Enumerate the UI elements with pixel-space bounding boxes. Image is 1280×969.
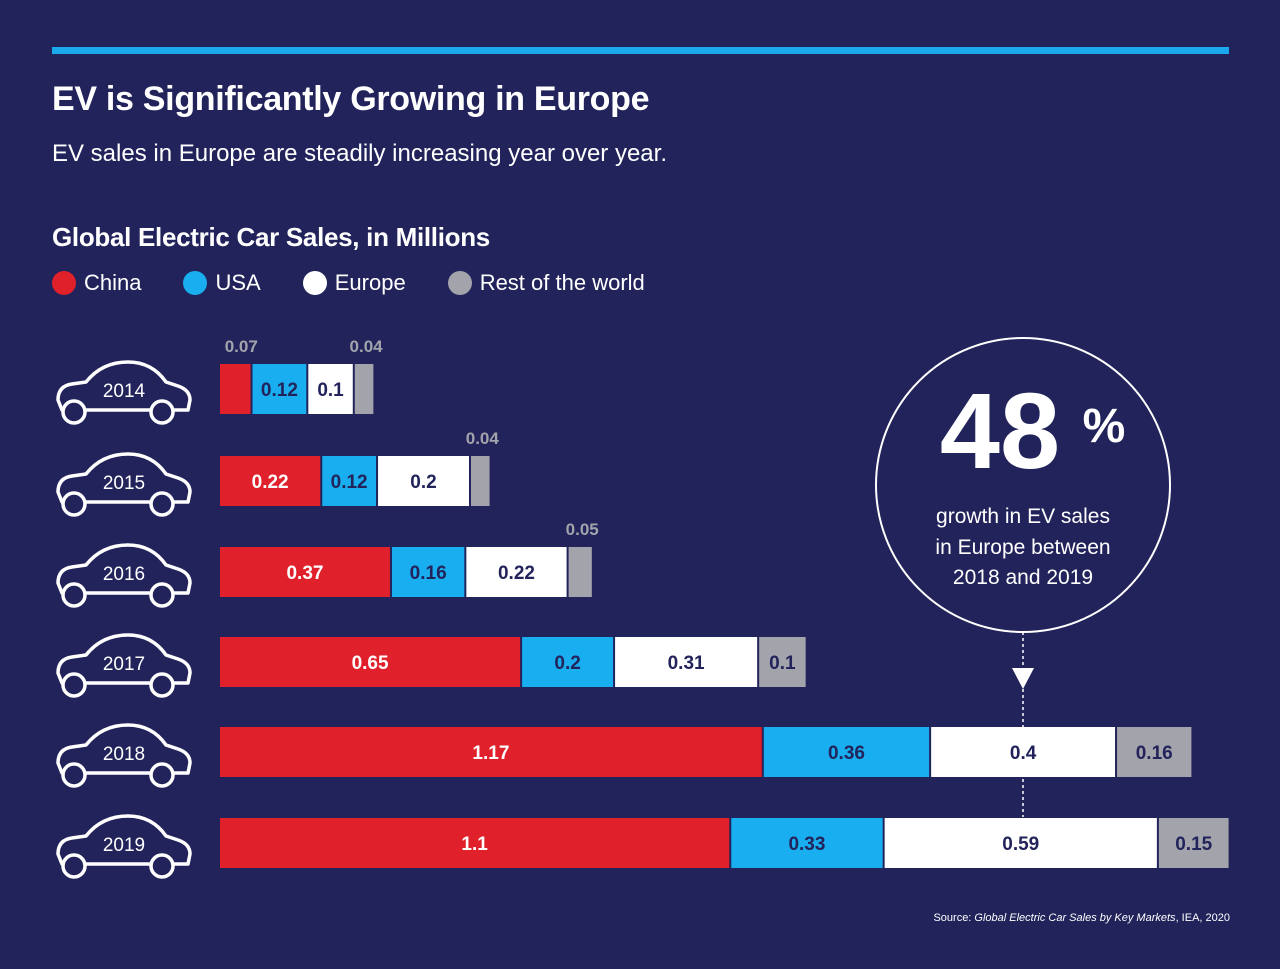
bar-row-2014: 2014 0.07 0.12 0.1 0.04 [56, 337, 384, 425]
data-label-usa-2015: 0.12 [331, 472, 368, 493]
chart-title: Global Electric Car Sales, in Millions [52, 222, 490, 252]
year-label: 2017 [103, 654, 145, 675]
data-label-europe-2016: 0.22 [498, 563, 535, 584]
bar-segment-china-2017 [220, 637, 521, 687]
bar-segment-europe-2016 [466, 547, 567, 597]
bar-segment-europe-2014 [308, 364, 353, 414]
bar-segment-rest-2018 [1117, 727, 1192, 777]
data-label-usa-2018: 0.36 [828, 743, 865, 764]
car-icon: 2015 [56, 452, 192, 517]
data-label-europe-2019: 0.59 [1002, 834, 1039, 855]
data-label-rest-2014: 0.04 [350, 337, 384, 356]
bar-segment-usa-2014 [252, 364, 307, 414]
bar-segment-rest-2016 [568, 547, 592, 597]
car-icon: 2017 [56, 633, 192, 698]
bar-segment-usa-2018 [763, 727, 930, 777]
bar-segment-china-2016 [220, 547, 390, 597]
data-label-usa-2019: 0.33 [788, 834, 825, 855]
bar-segment-usa-2019 [731, 818, 883, 868]
bar-row-2015: 2015 0.22 0.12 0.2 0.04 [56, 429, 500, 517]
legend-label-usa: USA [215, 270, 261, 295]
car-icon: 2016 [56, 543, 192, 608]
data-label-china-2014: 0.07 [225, 337, 258, 356]
data-label-china-2018: 1.17 [472, 743, 509, 764]
legend-label-china: China [84, 270, 142, 295]
bar-segment-europe-2015 [378, 456, 469, 506]
year-label: 2014 [103, 381, 146, 402]
data-label-usa-2016: 0.16 [410, 563, 447, 584]
bar-segment-china-2019 [220, 818, 730, 868]
data-label-europe-2018: 0.4 [1010, 743, 1037, 764]
bar-segment-rest-2019 [1158, 818, 1229, 868]
year-label: 2016 [103, 564, 145, 585]
page-title: EV is Significantly Growing in Europe [52, 80, 650, 118]
chart-legend: China USA Europe Rest of the world [52, 270, 687, 296]
source-title: Global Electric Car Sales by Key Markets [974, 912, 1176, 924]
data-label-china-2017: 0.65 [352, 653, 389, 674]
data-label-china-2016: 0.37 [286, 563, 323, 584]
year-label: 2019 [103, 835, 145, 856]
car-icon: 2019 [56, 814, 192, 879]
data-label-rest-2015: 0.04 [466, 429, 500, 448]
legend-swatch-europe [302, 271, 327, 295]
data-label-europe-2017: 0.31 [668, 653, 705, 674]
data-label-rest-2019: 0.15 [1175, 834, 1212, 855]
year-label: 2018 [103, 744, 145, 765]
bar-segment-europe-2019 [884, 818, 1157, 868]
callout-number: 48 [940, 370, 1060, 491]
legend-label-rest: Rest of the world [479, 270, 645, 295]
data-label-europe-2014: 0.1 [317, 380, 344, 401]
top-accent-rule [52, 47, 1229, 54]
bar-segment-usa-2015 [322, 456, 377, 506]
data-label-europe-2015: 0.2 [410, 472, 436, 493]
page-subtitle: EV sales in Europe are steadily increasi… [52, 140, 667, 167]
legend-item-china: China [52, 270, 141, 296]
bar-row-2016: 2016 0.37 0.16 0.22 0.05 [56, 520, 599, 608]
legend-item-rest: Rest of the world [447, 270, 645, 296]
bar-row-2017: 2017 0.65 0.2 0.31 0.1 [56, 633, 806, 698]
bar-segment-china-2015 [220, 456, 321, 506]
bar-segment-china-2014 [220, 364, 251, 414]
source-note: Source: Global Electric Car Sales by Key… [933, 912, 1230, 924]
car-icon: 2014 [56, 360, 192, 425]
callout-line-2: in Europe between [935, 536, 1110, 559]
bar-segment-usa-2017 [522, 637, 614, 687]
data-label-china-2015: 0.22 [252, 472, 289, 493]
data-label-rest-2017: 0.1 [769, 653, 796, 674]
callout-percent-sign: % [1083, 400, 1126, 453]
year-label: 2015 [103, 473, 145, 494]
legend-item-europe: Europe [302, 270, 406, 296]
bar-segment-rest-2014 [354, 364, 374, 414]
source-prefix: Source: [933, 912, 975, 924]
bar-segment-rest-2017 [759, 637, 806, 687]
legend-swatch-usa [183, 271, 208, 295]
legend-swatch-china [52, 271, 76, 295]
bar-segment-usa-2016 [391, 547, 465, 597]
bar-segment-china-2018 [220, 727, 762, 777]
bar-row-2018: 2018 1.17 0.36 0.4 0.16 [56, 723, 1192, 788]
growth-callout: 48 % growth in EV sales in Europe betwee… [875, 337, 1171, 817]
callout-line-3: 2018 and 2019 [953, 566, 1093, 589]
legend-label-europe: Europe [334, 270, 406, 295]
data-label-china-2019: 1.1 [461, 834, 488, 855]
data-label-rest-2018: 0.16 [1136, 743, 1173, 764]
callout-line-1: growth in EV sales [936, 505, 1110, 528]
data-label-usa-2017: 0.2 [554, 653, 580, 674]
bar-segment-europe-2017 [615, 637, 758, 687]
bar-row-2019: 2019 1.1 0.33 0.59 0.15 [56, 814, 1229, 879]
legend-swatch-rest [447, 271, 472, 295]
car-icon: 2018 [56, 723, 192, 788]
data-label-usa-2014: 0.12 [261, 380, 298, 401]
bar-segment-europe-2018 [931, 727, 1116, 777]
bar-segment-rest-2015 [470, 456, 490, 506]
source-suffix: , IEA, 2020 [1175, 912, 1230, 924]
data-label-rest-2016: 0.05 [566, 520, 599, 539]
callout-arrow [1012, 668, 1034, 689]
legend-item-usa: USA [183, 270, 261, 296]
